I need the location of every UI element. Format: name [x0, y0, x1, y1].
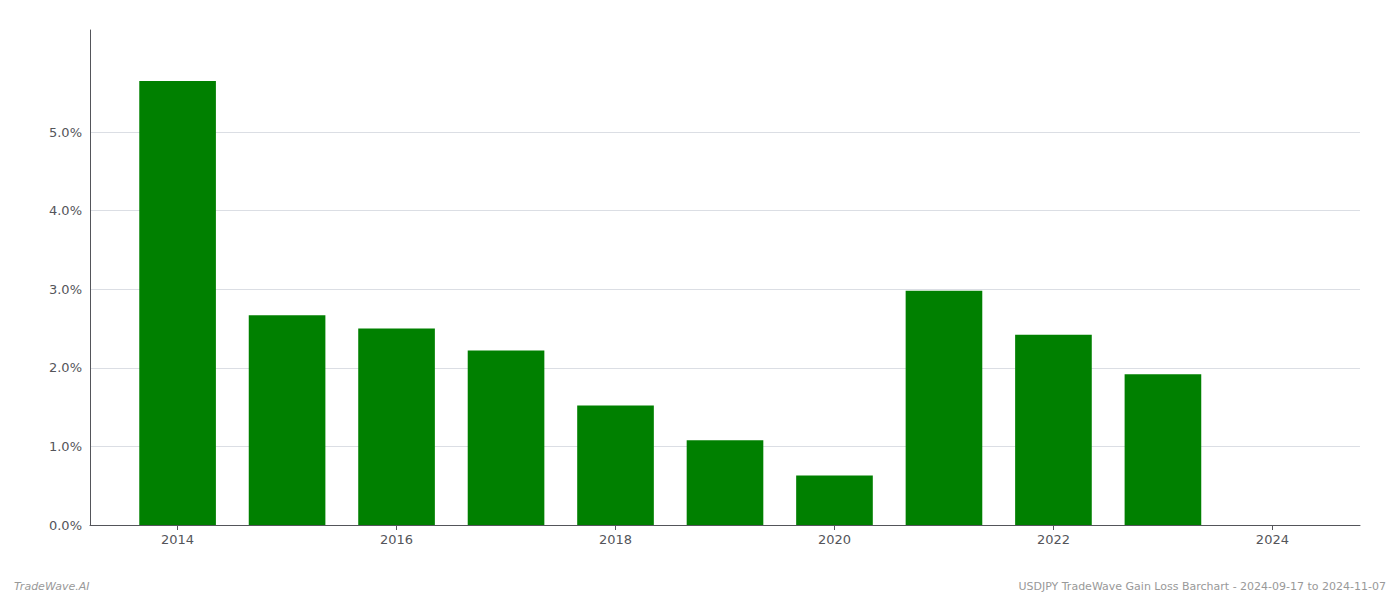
svg-text:2018: 2018 [599, 532, 632, 547]
svg-text:USDJPY TradeWave Gain Loss Bar: USDJPY TradeWave Gain Loss Barchart - 20… [1018, 580, 1386, 593]
svg-text:2024: 2024 [1256, 532, 1289, 547]
svg-text:TradeWave.AI: TradeWave.AI [14, 580, 89, 593]
svg-text:2.0%: 2.0% [49, 360, 82, 375]
svg-text:2022: 2022 [1037, 532, 1070, 547]
svg-text:4.0%: 4.0% [49, 203, 82, 218]
svg-text:2016: 2016 [380, 532, 413, 547]
svg-text:1.0%: 1.0% [49, 439, 82, 454]
svg-text:2014: 2014 [161, 532, 194, 547]
svg-text:5.0%: 5.0% [49, 125, 82, 140]
svg-text:0.0%: 0.0% [49, 518, 82, 533]
svg-text:2020: 2020 [818, 532, 851, 547]
svg-text:3.0%: 3.0% [49, 282, 82, 297]
